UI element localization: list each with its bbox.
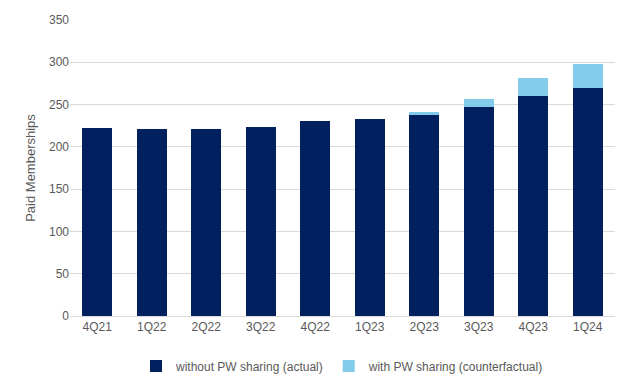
svg-text:350: 350	[49, 13, 69, 27]
svg-text:1Q22: 1Q22	[137, 320, 167, 334]
svg-text:1Q23: 1Q23	[355, 320, 385, 334]
svg-text:3Q23: 3Q23	[464, 320, 494, 334]
svg-text:1Q24: 1Q24	[573, 320, 603, 334]
svg-text:Paid Memberships: Paid Memberships	[23, 114, 38, 222]
svg-text:150: 150	[49, 182, 69, 196]
svg-text:2Q23: 2Q23	[410, 320, 440, 334]
svg-text:250: 250	[49, 98, 69, 112]
svg-text:0: 0	[62, 309, 69, 323]
svg-text:300: 300	[49, 55, 69, 69]
svg-text:4Q21: 4Q21	[83, 320, 113, 334]
svg-text:2Q22: 2Q22	[192, 320, 222, 334]
svg-text:100: 100	[49, 225, 69, 239]
svg-text:4Q23: 4Q23	[519, 320, 549, 334]
svg-text:3Q22: 3Q22	[246, 320, 276, 334]
svg-text:with PW sharing (counterfactua: with PW sharing (counterfactual)	[368, 360, 542, 374]
svg-text:200: 200	[49, 140, 69, 154]
svg-text:50: 50	[56, 267, 70, 281]
svg-text:4Q22: 4Q22	[301, 320, 331, 334]
svg-text:without PW sharing (actual): without PW sharing (actual)	[175, 360, 323, 374]
